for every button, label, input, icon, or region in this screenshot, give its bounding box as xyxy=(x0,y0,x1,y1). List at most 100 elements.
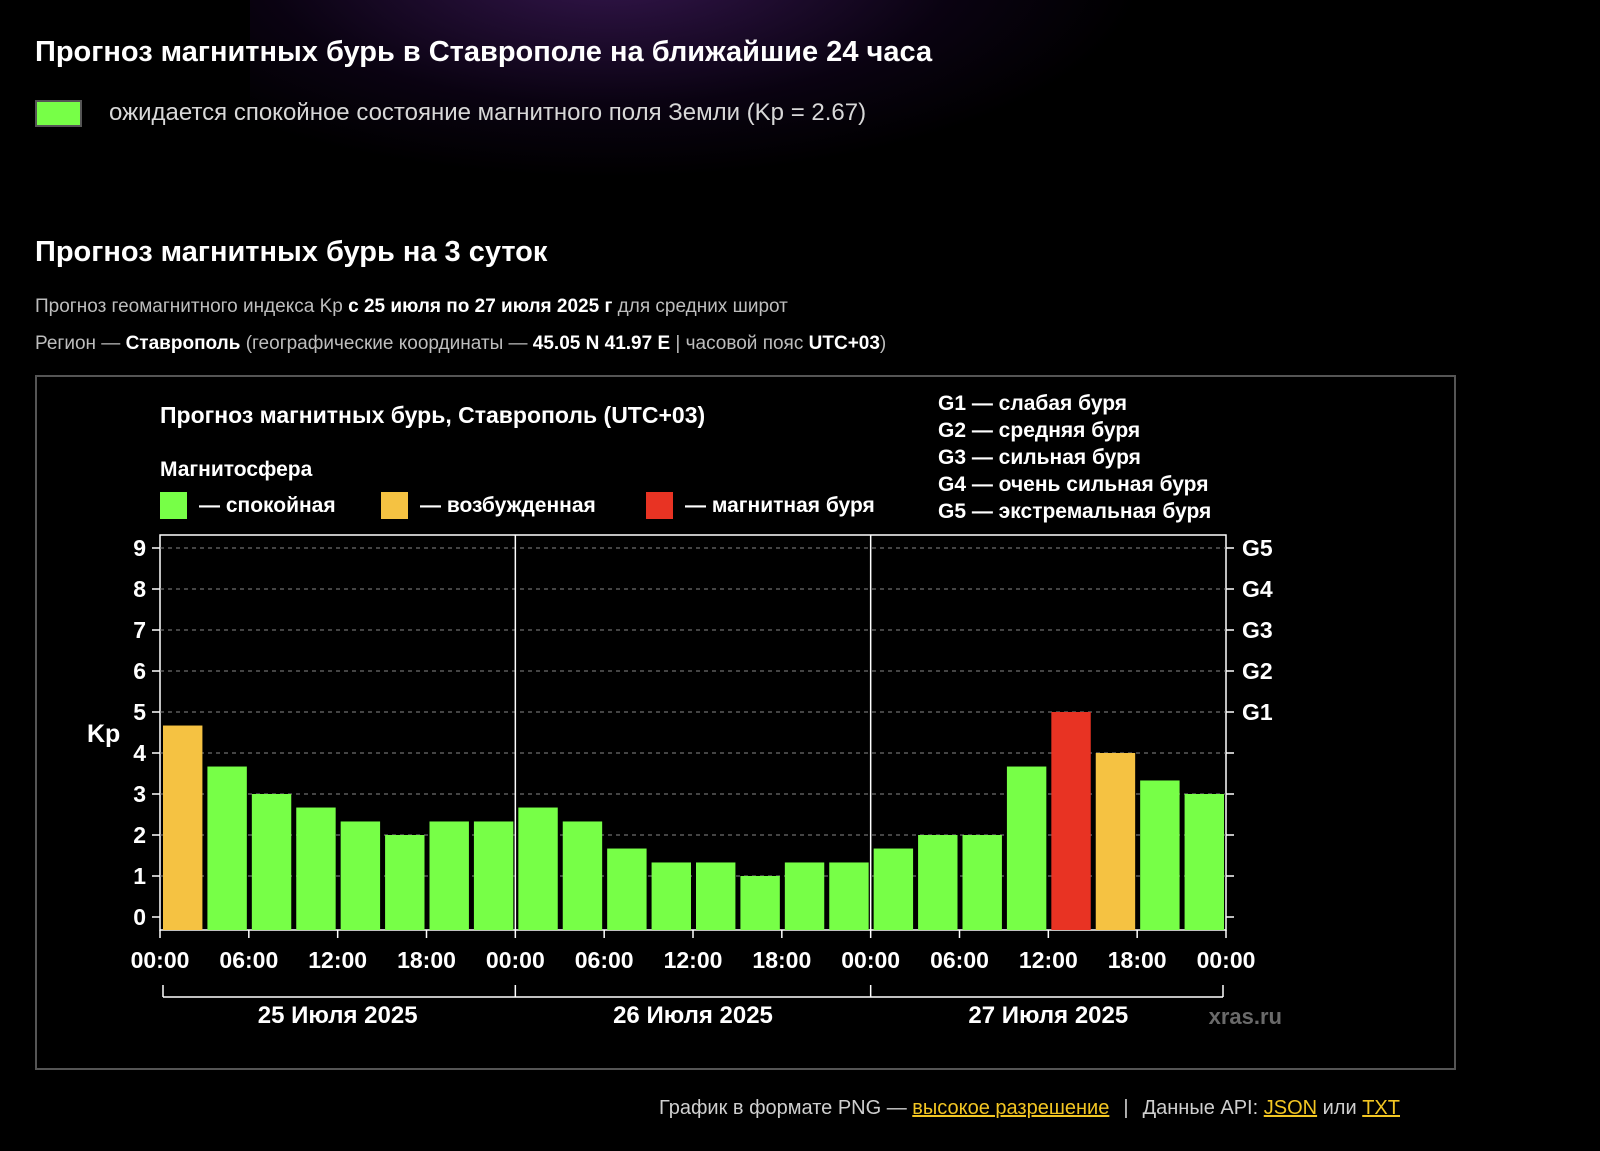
kp-bar xyxy=(207,766,247,930)
g-tick-label: G4 xyxy=(1242,576,1273,602)
kp-bar xyxy=(607,848,647,930)
day-label: 27 Июля 2025 xyxy=(968,1002,1128,1029)
info-text: для средних широт xyxy=(612,296,788,317)
kp-bar xyxy=(1184,794,1224,930)
legend-swatch xyxy=(646,492,673,519)
g-tick-label: G5 xyxy=(1242,535,1273,561)
kp-bar xyxy=(962,835,1002,930)
legend-swatch xyxy=(381,492,408,519)
x-tick-label: 06:00 xyxy=(575,947,634,973)
x-tick-label: 00:00 xyxy=(131,947,190,973)
legend-swatch xyxy=(160,492,187,519)
info-line-period: Прогноз геомагнитного индекса Kp с 25 ию… xyxy=(35,296,788,318)
x-tick-label: 12:00 xyxy=(664,947,723,973)
day-label: 26 Июля 2025 xyxy=(613,1002,773,1029)
g-scale-legend: G1 — слабая буря G2 — средняя буря G3 — си… xyxy=(938,392,1211,523)
y-tick-label: 5 xyxy=(133,699,146,725)
x-tick-label: 18:00 xyxy=(397,947,456,973)
kp-bar xyxy=(562,821,603,930)
kp-bar xyxy=(340,821,381,930)
y-tick-label: 8 xyxy=(133,576,146,602)
g-tick-label: G1 xyxy=(1242,699,1273,725)
kp-bar xyxy=(740,876,780,930)
status-swatch xyxy=(35,99,82,127)
x-tick-label: 12:00 xyxy=(1019,947,1078,973)
kp-bar xyxy=(784,862,825,930)
x-tick-label: 06:00 xyxy=(930,947,989,973)
x-tick-label: 12:00 xyxy=(308,947,367,973)
info-text: | часовой пояс xyxy=(670,333,809,354)
kp-bar xyxy=(651,862,691,930)
info-text: (географические координаты — xyxy=(240,333,533,354)
g-legend-item: G3 — сильная буря xyxy=(938,446,1141,469)
kp-bar xyxy=(1095,753,1136,930)
legend-label: — магнитная буря xyxy=(685,494,875,517)
info-text: Регион — xyxy=(35,333,126,354)
x-tick-label: 06:00 xyxy=(219,947,278,973)
day-label: 25 Июля 2025 xyxy=(258,1002,418,1029)
y-tick-label: 4 xyxy=(133,740,146,766)
background-glow xyxy=(250,0,1150,180)
legend: — спокойная — возбужденная — магнитная бур… xyxy=(160,492,875,519)
g-tick-label: G3 xyxy=(1242,617,1273,643)
g-legend-item: G2 — средняя буря xyxy=(938,419,1140,442)
x-tick-label: 00:00 xyxy=(841,947,900,973)
info-text: ) xyxy=(879,333,887,354)
x-tick-label: 18:00 xyxy=(752,947,811,973)
info-text: Прогноз геомагнитного индекса Kp xyxy=(35,296,349,317)
kp-bar xyxy=(1140,780,1180,930)
info-coords: 45.05 N 41.97 E xyxy=(532,333,671,354)
kp-bar xyxy=(518,807,558,930)
kp-forecast-chart: Прогноз магнитных бурь, Ставрополь (UTC+… xyxy=(87,392,1282,1029)
plot-area: 0 1 2 3 4 5 6 7 8 9 Kp G1 G2 G3 G4 G5 00:00 06:00 12:00 18:… xyxy=(87,534,1273,1029)
high-res-link[interactable]: высокое разрешение xyxy=(912,1097,1110,1119)
y-tick-label: 3 xyxy=(133,781,146,807)
info-line-region: Регион — Ставрополь (географические коор… xyxy=(35,333,886,355)
chart-frame: Прогноз магнитных бурь, Ставрополь (UTC+… xyxy=(35,375,1456,1070)
info-timezone: UTC+03 xyxy=(808,333,880,354)
kp-bar xyxy=(696,862,736,930)
kp-bar xyxy=(873,848,914,930)
kp-bar xyxy=(251,794,292,930)
status-row: ожидается спокойное состояние магнитного… xyxy=(35,99,866,127)
y-tick-label: 6 xyxy=(133,658,146,684)
y-tick-label: 1 xyxy=(133,863,146,889)
legend-label: — спокойная xyxy=(199,494,336,517)
kp-bar xyxy=(163,725,203,930)
info-region: Ставрополь xyxy=(125,333,241,354)
kp-bar xyxy=(429,821,469,930)
legend-label: — возбужденная xyxy=(420,494,596,517)
status-text: ожидается спокойное состояние магнитного… xyxy=(109,99,867,126)
page-title-3d: Прогноз магнитных бурь на 3 суток xyxy=(35,236,548,268)
g-tick-label: G2 xyxy=(1242,658,1273,684)
y-tick-label: 0 xyxy=(133,904,146,930)
kp-bar xyxy=(918,835,958,930)
chart-title: Прогноз магнитных бурь, Ставрополь (UTC+… xyxy=(160,402,705,428)
footer-api-text: Данные API: xyxy=(1142,1097,1264,1119)
g-legend-item: G1 — слабая буря xyxy=(938,392,1127,415)
txt-link[interactable]: TXT xyxy=(1362,1097,1400,1119)
watermark: xras.ru xyxy=(1209,1004,1282,1029)
kp-bar xyxy=(1051,712,1091,930)
footer-separator: | xyxy=(1123,1097,1129,1119)
footer-or-text: или xyxy=(1317,1097,1363,1119)
page-title-24h: Прогноз магнитных бурь в Ставрополе на б… xyxy=(35,36,933,68)
y-tick-label: 9 xyxy=(133,535,146,561)
kp-bar xyxy=(385,835,425,930)
kp-bar xyxy=(296,807,336,930)
kp-bar xyxy=(829,862,869,930)
json-link[interactable]: JSON xyxy=(1263,1097,1318,1119)
g-legend-item: G4 — очень сильная буря xyxy=(938,473,1208,496)
x-tick-label: 18:00 xyxy=(1108,947,1167,973)
x-tick-label: 00:00 xyxy=(1197,947,1256,973)
y-axis-label: Kp xyxy=(87,720,120,748)
g-legend-item: G5 — экстремальная буря xyxy=(938,500,1211,523)
footer: График в формате PNG — высокое разрешени… xyxy=(659,1097,1400,1120)
kp-bar xyxy=(1006,766,1047,930)
footer-png-text: График в формате PNG — xyxy=(659,1097,913,1119)
legend-title: Магнитосфера xyxy=(160,458,313,481)
kp-bar xyxy=(473,821,514,930)
info-period: с 25 июля по 27 июля 2025 г xyxy=(348,296,613,317)
x-tick-label: 00:00 xyxy=(486,947,545,973)
y-tick-label: 7 xyxy=(133,617,146,643)
